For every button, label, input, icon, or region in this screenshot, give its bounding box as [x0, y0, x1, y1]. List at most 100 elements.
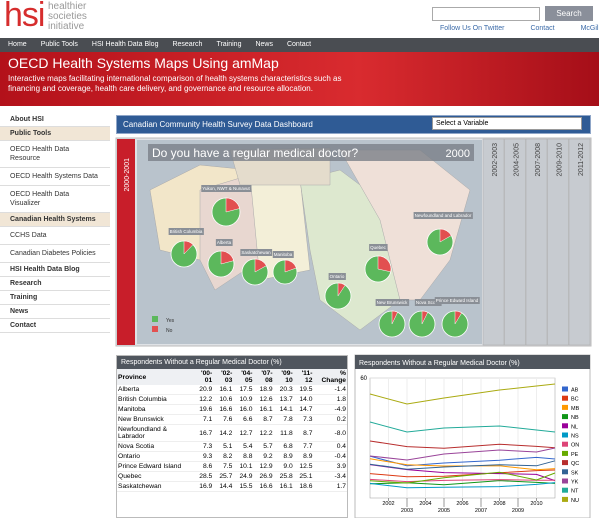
period-tab[interactable]	[504, 138, 526, 346]
table-cell: 8.9	[273, 451, 294, 462]
sidebar-item[interactable]: Research	[0, 277, 110, 291]
header-link[interactable]: McGill	[580, 25, 599, 32]
period-label: 2011-2012	[578, 143, 585, 176]
x-tick-label: 2010	[530, 501, 542, 507]
table-cell: 16.0	[233, 404, 254, 415]
nav-item[interactable]: Contact	[286, 41, 312, 48]
pie-no	[225, 197, 240, 213]
table-cell: 3.9	[313, 461, 347, 472]
table-cell: -1.4	[313, 385, 347, 395]
table-cell: 0.4	[313, 441, 347, 452]
question-box	[148, 144, 474, 161]
legend-swatch	[562, 496, 568, 502]
region-label: Manitoba	[274, 252, 293, 257]
table-cell: 9.2	[253, 451, 274, 462]
sidebar-subitem[interactable]: CCHS Data	[0, 227, 110, 245]
table-row: Nova Scotia 7.3 5.1 5.4 5.7 6.8 7.7 0.4	[117, 441, 347, 452]
nav-item[interactable]: Training	[216, 41, 242, 48]
legend-swatch	[562, 441, 568, 447]
column-header: '09-10	[273, 369, 294, 385]
legend-label: Yes	[166, 318, 175, 324]
period-tab[interactable]	[568, 138, 591, 346]
region-label-bg	[434, 297, 480, 304]
sidebar-item[interactable]: News	[0, 305, 110, 319]
legend-label: NT	[571, 489, 579, 495]
sidebar-subitem[interactable]: OECD Health Systems Data	[0, 168, 110, 186]
region-label: Saskatchewan	[241, 250, 271, 255]
table-cell: 26.9	[253, 471, 274, 482]
table-cell: 7.6	[213, 414, 234, 425]
variable-select[interactable]: Select a Variable	[432, 117, 582, 130]
sidebar: About HSI Public Tools OECD Health Data Re…	[0, 113, 110, 333]
data-table: Province '00-01'02-03'04-05'07-08'09-10'1…	[117, 369, 347, 492]
banner-title: OECD Health Systems Maps Using amMap	[8, 55, 279, 71]
header-link[interactable]: Follow Us On Twitter	[440, 25, 505, 32]
sidebar-item[interactable]: About HSI	[0, 113, 110, 127]
table-cell: 12.6	[253, 394, 274, 405]
table-cell: Saskatchewan	[117, 481, 194, 492]
table-cell: British Columbia	[117, 394, 194, 405]
sidebar-item[interactable]: Canadian Health Systems	[0, 213, 110, 227]
table-cell: 25.8	[273, 471, 294, 482]
logo[interactable]: hsi	[4, 0, 45, 34]
sidebar-item[interactable]: Public Tools	[0, 127, 110, 141]
tagline-line: healthier	[48, 1, 87, 12]
table-cell: 14.7	[293, 404, 314, 415]
sidebar-subitem[interactable]: OECD Health Data Visualizer	[0, 186, 110, 213]
table-cell: 16.7	[193, 424, 214, 442]
legend-swatch	[562, 469, 568, 475]
table-cell: 12.7	[233, 424, 254, 442]
tagline: healthier societies initiative	[48, 2, 87, 32]
table-cell: 7.3	[293, 414, 314, 425]
nav-item[interactable]: HSI Health Data Blog	[91, 41, 159, 48]
sidebar-subitem[interactable]: Canadian Diabetes Policies	[0, 245, 110, 263]
header-link[interactable]: Contact	[530, 25, 555, 32]
legend-swatch	[562, 460, 568, 466]
search-button[interactable]: Search	[545, 6, 593, 21]
sidebar-subitem[interactable]: OECD Health Data Resource	[0, 141, 110, 168]
period-tab[interactable]	[525, 138, 548, 346]
legend-label: BC	[571, 397, 579, 403]
series-line	[369, 482, 556, 489]
table-cell: -8.0	[313, 424, 347, 442]
period-label: 2007-2008	[535, 143, 542, 177]
x-tick-label: 2005	[438, 508, 450, 514]
period-label: 2002-2003	[492, 143, 499, 177]
legend-swatch	[562, 386, 568, 392]
series-line	[369, 421, 556, 433]
table-cell: 20.9	[193, 385, 214, 395]
table-cell: 6.8	[273, 441, 294, 452]
nav-item[interactable]: News	[255, 41, 273, 48]
search-input[interactable]	[432, 7, 540, 21]
region-label: Quebec	[370, 245, 387, 250]
map-question: Do you have a regular medical doctor?	[152, 146, 358, 160]
table-row: Newfoundland & Labrador 16.7 14.2 12.7 12.2 1…	[117, 424, 347, 442]
table-cell: -4.9	[313, 404, 347, 415]
series-line	[369, 460, 556, 470]
pie-no	[254, 258, 267, 273]
period-tab[interactable]	[547, 138, 569, 346]
sidebar-item[interactable]: HSI Health Data Blog	[0, 263, 110, 277]
x-tick-label: 2003	[401, 508, 413, 514]
pie-no	[183, 240, 194, 255]
legend-label: QC	[571, 461, 579, 467]
region-label-bg	[272, 251, 294, 258]
table-panel: Respondents Without a Regular Medical Do…	[116, 355, 348, 518]
table-cell: 28.5	[193, 471, 214, 482]
nav-item[interactable]: Research	[172, 41, 203, 48]
sidebar-item[interactable]: Contact	[0, 319, 110, 333]
period-tab[interactable]	[482, 138, 505, 346]
nav-item[interactable]: Public Tools	[40, 41, 78, 48]
table-cell: 9.3	[193, 451, 214, 462]
header-links: Follow Us On Twitter Contact McGill	[440, 25, 599, 32]
table-cell: 15.5	[233, 481, 254, 492]
table-row: Saskatchewan 16.9 14.4 15.5 16.6 16.1 18.6 1.7	[117, 481, 347, 492]
nav-item[interactable]: Home	[8, 41, 27, 48]
pie-no	[421, 310, 429, 325]
sidebar-item[interactable]: Training	[0, 291, 110, 305]
pie-no	[337, 282, 346, 297]
table-cell: 10.9	[233, 394, 254, 405]
table-cell: 12.9	[253, 461, 274, 472]
pie-no	[284, 259, 297, 273]
table-title: Respondents Without a Regular Medical Do…	[117, 356, 347, 369]
